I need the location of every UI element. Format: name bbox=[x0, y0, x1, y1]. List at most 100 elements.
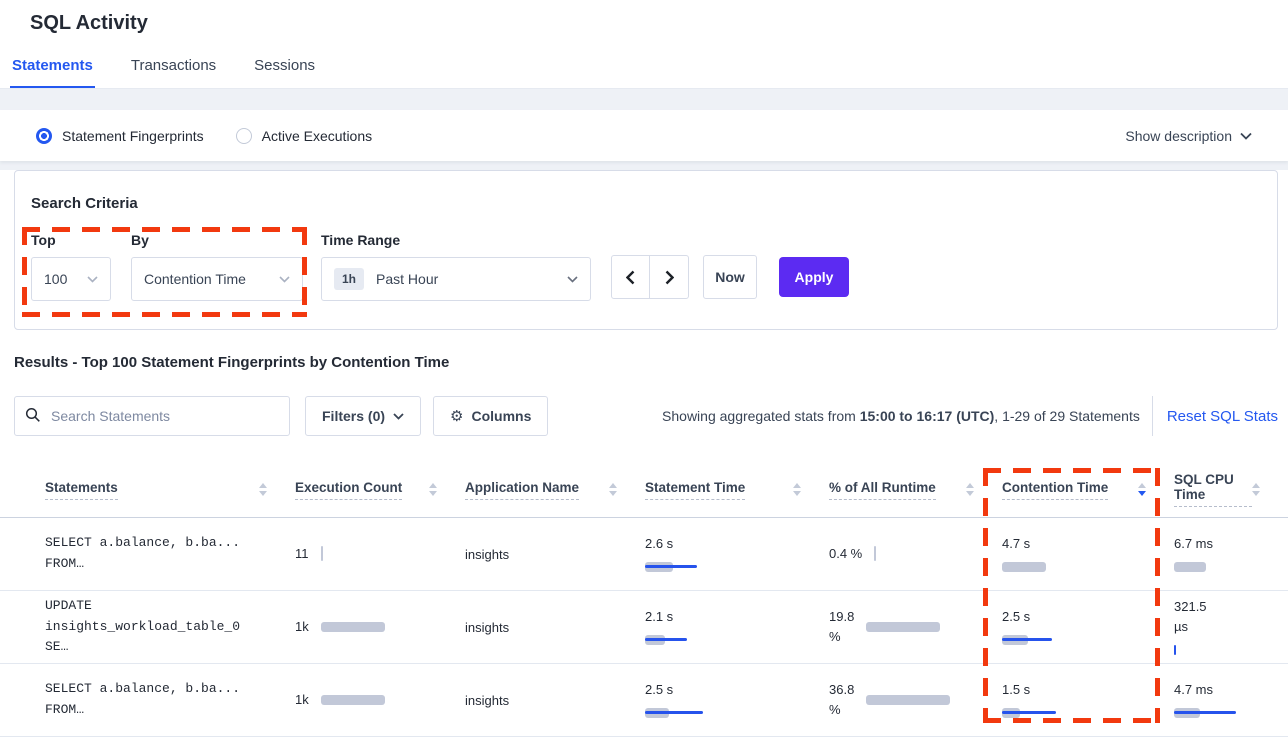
by-label: By bbox=[131, 232, 149, 248]
view-mode-bar: Statement Fingerprints Active Executions… bbox=[0, 110, 1288, 161]
execution-count-cell: 11 bbox=[295, 544, 465, 564]
sort-icon bbox=[793, 483, 801, 496]
application-name-cell: insights bbox=[465, 692, 510, 708]
sort-icon bbox=[609, 483, 617, 496]
time-range-badge: 1h bbox=[334, 268, 365, 290]
statements-table: Statements Execution Count Application Nam… bbox=[0, 462, 1288, 737]
pct-runtime-bar bbox=[874, 546, 877, 562]
execution-count-bar bbox=[320, 619, 385, 634]
contention-time-cell: 4.7 s bbox=[1002, 534, 1174, 574]
sort-icon bbox=[966, 483, 974, 496]
search-criteria-card: Search Criteria Top 100 By Contention Ti… bbox=[14, 170, 1278, 330]
prev-range-button[interactable] bbox=[612, 256, 650, 298]
radio-statement-fingerprints[interactable]: Statement Fingerprints bbox=[36, 127, 204, 144]
statement-time-bar bbox=[645, 705, 703, 720]
table-body: SELECT a.balance, b.ba... FROM… 11 insights… bbox=[0, 518, 1288, 737]
show-description-toggle[interactable]: Show description bbox=[1125, 128, 1252, 144]
application-name-cell: insights bbox=[465, 546, 510, 562]
top-label: Top bbox=[31, 232, 56, 248]
column-header-application-name[interactable]: Application Name bbox=[465, 480, 645, 500]
background-band bbox=[0, 89, 1288, 110]
sql-cpu-time-bar bbox=[1174, 705, 1236, 720]
statement-time-cell: 2.6 s bbox=[645, 534, 829, 574]
page-header: SQL Activity Statements Transactions Ses… bbox=[0, 0, 1288, 89]
time-range-label: Time Range bbox=[321, 232, 401, 248]
results-heading: Results - Top 100 Statement Fingerprints… bbox=[14, 354, 450, 371]
radio-unselected-icon bbox=[235, 127, 252, 144]
divider bbox=[1151, 396, 1153, 436]
filters-button[interactable]: Filters (0) bbox=[305, 396, 422, 436]
pct-runtime-bar bbox=[866, 693, 951, 708]
sort-icon bbox=[1138, 483, 1146, 496]
search-criteria-heading: Search Criteria bbox=[31, 195, 138, 212]
statement-link[interactable]: SELECT a.balance, b.ba... FROM… bbox=[45, 535, 241, 571]
chevron-down-icon bbox=[1240, 132, 1252, 140]
by-select[interactable]: Contention Time bbox=[131, 257, 303, 301]
sort-icon bbox=[429, 483, 437, 496]
search-icon bbox=[25, 407, 41, 428]
chevron-down-icon bbox=[567, 275, 578, 283]
pct-runtime-cell: 0.4 % bbox=[829, 544, 1002, 564]
table-header-row: Statements Execution Count Application Nam… bbox=[0, 462, 1288, 518]
sort-icon bbox=[1252, 483, 1260, 496]
contention-time-bar bbox=[1002, 632, 1052, 647]
radio-selected-icon bbox=[36, 127, 52, 144]
statement-time-bar bbox=[645, 559, 697, 574]
statement-time-cell: 2.5 s bbox=[645, 680, 829, 720]
sql-cpu-time-cell: 4.7 ms bbox=[1174, 680, 1288, 720]
pct-runtime-cell: 19.8% bbox=[829, 607, 1002, 647]
pct-runtime-cell: 36.8% bbox=[829, 680, 1002, 720]
pct-runtime-bar bbox=[866, 620, 941, 635]
columns-button[interactable]: ⚙ Columns bbox=[433, 396, 549, 436]
contention-time-cell: 1.5 s bbox=[1002, 680, 1174, 720]
page-title: SQL Activity bbox=[30, 12, 148, 34]
column-header-statements[interactable]: Statements bbox=[45, 480, 295, 500]
chevron-down-icon bbox=[87, 275, 98, 283]
sort-icon bbox=[259, 483, 267, 496]
showing-stats-text: Showing aggregated stats from 15:00 to 1… bbox=[662, 408, 1140, 424]
contention-time-bar bbox=[1002, 559, 1046, 574]
results-toolbar: Filters (0) ⚙ Columns Showing aggregated… bbox=[14, 396, 1278, 436]
search-statements-input[interactable] bbox=[14, 396, 290, 436]
next-range-button[interactable] bbox=[650, 256, 688, 298]
column-header-execution-count[interactable]: Execution Count bbox=[295, 480, 465, 500]
statement-link[interactable]: SELECT a.balance, b.ba... FROM… bbox=[45, 681, 241, 717]
chevron-left-icon bbox=[626, 270, 635, 284]
table-row: SELECT a.balance, b.ba... FROM… 11 insights… bbox=[0, 518, 1288, 591]
tab-bar: Statements Transactions Sessions bbox=[10, 47, 317, 88]
application-name-cell: insights bbox=[465, 619, 510, 635]
column-header-statement-time[interactable]: Statement Time bbox=[645, 480, 829, 500]
execution-count-bar bbox=[320, 546, 323, 562]
execution-count-bar bbox=[320, 692, 385, 707]
contention-time-cell: 2.5 s bbox=[1002, 607, 1174, 647]
tab-sessions[interactable]: Sessions bbox=[254, 57, 316, 74]
apply-button[interactable]: Apply bbox=[779, 257, 849, 297]
chevron-down-icon bbox=[393, 412, 404, 420]
tab-transactions[interactable]: Transactions bbox=[130, 57, 217, 74]
table-row: SELECT a.balance, b.ba... FROM… 1k insights… bbox=[0, 664, 1288, 737]
background-band bbox=[0, 161, 1288, 170]
gear-icon: ⚙ bbox=[450, 408, 464, 425]
column-header-sql-cpu-time[interactable]: SQL CPU Time bbox=[1174, 472, 1288, 507]
statement-link[interactable]: UPDATE insights_workload_table_0 SE… bbox=[45, 597, 241, 655]
chevron-right-icon bbox=[665, 270, 674, 284]
reset-sql-stats-link[interactable]: Reset SQL Stats bbox=[1166, 407, 1278, 425]
sql-cpu-time-cell: 6.7 ms bbox=[1174, 534, 1288, 574]
table-row: UPDATE insights_workload_table_0 SE… 1k ins… bbox=[0, 591, 1288, 664]
column-header-of-all-runtime[interactable]: % of All Runtime bbox=[829, 480, 1002, 500]
time-range-nav bbox=[611, 255, 689, 299]
column-header-contention-time[interactable]: Contention Time bbox=[1002, 480, 1174, 500]
execution-count-cell: 1k bbox=[295, 617, 465, 637]
sql-cpu-time-bar bbox=[1174, 642, 1176, 657]
execution-count-cell: 1k bbox=[295, 690, 465, 710]
statement-time-bar bbox=[645, 632, 687, 647]
sql-cpu-time-bar bbox=[1174, 559, 1206, 574]
top-select[interactable]: 100 bbox=[31, 257, 111, 301]
now-button[interactable]: Now bbox=[703, 255, 757, 299]
statement-time-cell: 2.1 s bbox=[645, 607, 829, 647]
tab-statements[interactable]: Statements bbox=[10, 47, 95, 88]
search-box bbox=[14, 396, 290, 436]
contention-time-bar bbox=[1002, 705, 1056, 720]
time-range-select[interactable]: 1h Past Hour bbox=[321, 257, 591, 301]
radio-active-executions[interactable]: Active Executions bbox=[235, 127, 372, 144]
